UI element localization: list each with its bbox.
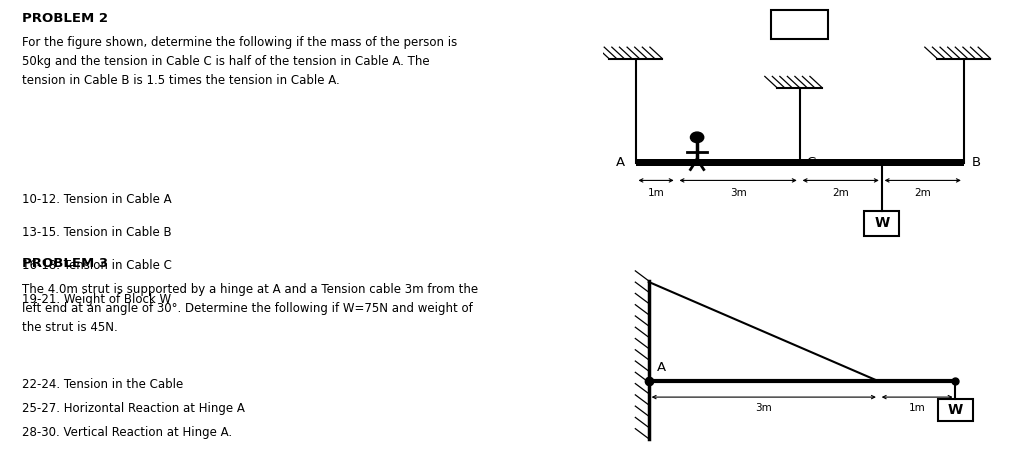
Text: 28-30. Vertical Reaction at Hinge A.: 28-30. Vertical Reaction at Hinge A. [22,426,232,439]
Text: A: A [616,156,625,169]
Text: 3m: 3m [729,188,747,198]
Bar [938,398,972,421]
Text: A: A [656,361,666,374]
Text: 3m: 3m [756,404,772,414]
Bar [864,211,900,236]
Text: B: B [972,156,982,169]
Text: 10-12. Tension in Cable A: 10-12. Tension in Cable A [22,193,172,206]
Circle shape [691,132,704,143]
Text: W: W [948,403,963,417]
Text: For the figure shown, determine the following if the mass of the person is
50kg : For the figure shown, determine the foll… [22,36,458,87]
Text: 1m: 1m [647,188,665,198]
Text: PROBLEM 2: PROBLEM 2 [22,12,108,25]
Bar [771,10,829,39]
Text: C: C [805,156,815,169]
Text: 13-15. Tension in Cable B: 13-15. Tension in Cable B [22,226,172,239]
Text: W: W [874,217,889,230]
Text: PROBLEM 3: PROBLEM 3 [22,257,108,270]
Text: 16-18. Tension in Cable C: 16-18. Tension in Cable C [22,259,172,272]
Text: 19-21. Weight of Block W: 19-21. Weight of Block W [22,293,171,306]
Text: The 4.0m strut is supported by a hinge at A and a Tension cable 3m from the
left: The 4.0m strut is supported by a hinge a… [22,283,478,334]
Text: 25-27. Horizontal Reaction at Hinge A: 25-27. Horizontal Reaction at Hinge A [22,402,245,415]
Text: 1m: 1m [909,404,926,414]
Bar [635,159,963,167]
Text: 2m: 2m [833,188,849,198]
Text: 22-24. Tension in the Cable: 22-24. Tension in the Cable [22,378,183,391]
Text: 2m: 2m [915,188,931,198]
